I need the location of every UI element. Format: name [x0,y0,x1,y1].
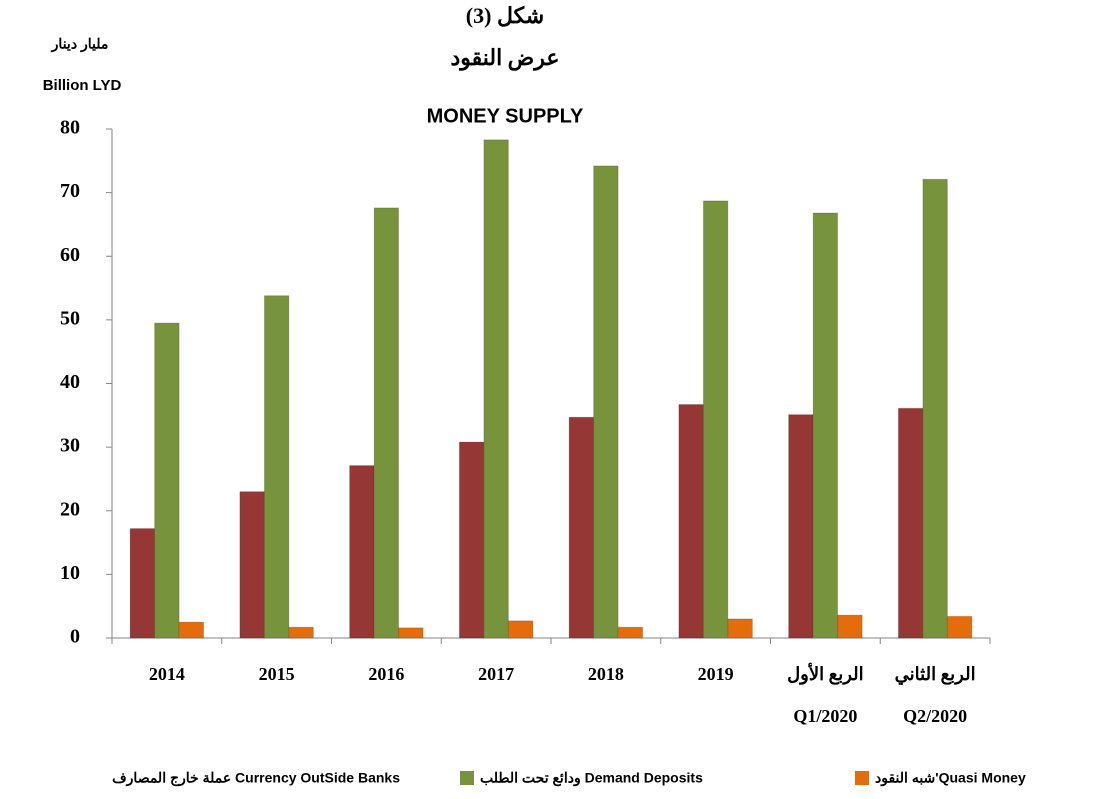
bar [239,491,265,639]
y-tick-label: 30 [60,435,80,457]
bar [617,626,644,639]
bar [837,614,863,639]
y-tick-label: 10 [60,562,80,584]
bar [263,295,290,639]
legend-swatch [855,771,869,785]
bar [702,200,729,639]
bar [897,407,924,639]
bar [483,139,509,639]
x-tick-label: Q1/2020 [793,706,857,726]
y-tick-label: 20 [60,498,80,520]
y-tick-label: 60 [60,244,80,266]
legend-swatch [460,771,474,785]
x-tick-label: 2019 [698,664,734,684]
x-tick-label: 2018 [588,664,624,684]
bar [788,414,814,639]
y-tick-label: 70 [60,180,80,202]
bar [398,627,424,639]
bar [922,178,948,639]
x-tick-label: 2014 [149,664,185,684]
x-tick-label: 2015 [259,664,295,684]
bar [678,403,704,639]
bar [129,528,156,639]
bar [154,322,180,639]
y-tick-label: 50 [60,307,80,329]
bar [727,618,753,639]
x-tick-label: 2017 [478,664,514,684]
bar [458,441,485,639]
bar [812,212,839,639]
legend-label: عملة خارج المصارف Currency OutSide Banks [112,770,400,787]
chart-subtitle: عرض النقود [450,45,559,71]
bar [946,615,973,639]
x-tick-label: Q2/2020 [903,706,967,726]
bar [568,416,595,639]
chart-title-en: MONEY SUPPLY [427,105,584,127]
bar [507,620,534,639]
x-tick-label: الربع الثاني [895,664,976,685]
y-axis-label: مليار دينار [51,36,109,53]
bar [288,626,314,639]
legend-label: ودائع تحت الطلب Demand Deposits [480,770,703,787]
bar [349,465,375,639]
y-axis-label-en: Billion LYD [43,77,122,94]
legend-label: شبه النقود'Quasi Money [875,770,1026,787]
y-tick-label: 40 [60,371,80,393]
y-tick-label: 80 [60,117,80,139]
y-tick-label: 0 [70,626,80,648]
x-tick-label: الربع الأول [787,662,864,685]
bar [593,165,619,639]
bar [373,207,400,639]
bar [178,621,205,639]
chart-title: شكل (3) [466,3,544,28]
x-tick-label: 2016 [368,664,404,684]
